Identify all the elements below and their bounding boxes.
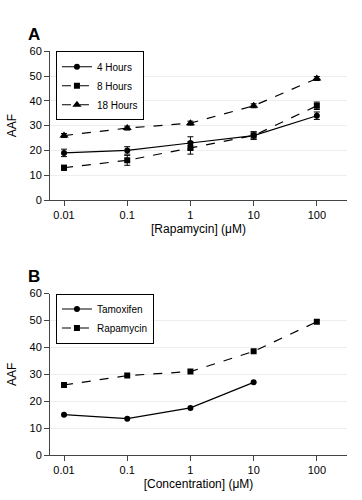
svg-text:10: 10: [30, 422, 42, 434]
svg-text:50: 50: [30, 70, 42, 82]
svg-text:40: 40: [30, 95, 42, 107]
svg-text:1: 1: [187, 464, 193, 476]
svg-text:10: 10: [248, 464, 260, 476]
svg-text:20: 20: [30, 395, 42, 407]
svg-text:0: 0: [36, 449, 42, 461]
svg-text:30: 30: [30, 119, 42, 131]
svg-text:A: A: [28, 25, 40, 44]
svg-text:10: 10: [248, 209, 260, 221]
svg-text:AAF: AAF: [5, 114, 19, 137]
svg-text:4 Hours: 4 Hours: [97, 62, 132, 73]
svg-text:0.01: 0.01: [53, 464, 74, 476]
svg-text:[Concentration] (μM): [Concentration] (μM): [144, 477, 254, 491]
svg-text:20: 20: [30, 144, 42, 156]
svg-text:60: 60: [30, 45, 42, 57]
svg-text:0.1: 0.1: [120, 209, 135, 221]
svg-text:60: 60: [30, 287, 42, 299]
svg-text:0.1: 0.1: [120, 464, 135, 476]
svg-text:10: 10: [30, 169, 42, 181]
svg-text:50: 50: [30, 314, 42, 326]
svg-text:40: 40: [30, 341, 42, 353]
svg-text:30: 30: [30, 368, 42, 380]
svg-text:100: 100: [308, 464, 326, 476]
svg-text:100: 100: [308, 209, 326, 221]
svg-text:AAF: AAF: [5, 363, 19, 386]
svg-text:Tamoxifen: Tamoxifen: [97, 304, 143, 315]
svg-text:1: 1: [187, 209, 193, 221]
svg-text:[Rapamycin] (μM): [Rapamycin] (μM): [151, 222, 246, 236]
svg-text:Rapamycin: Rapamycin: [97, 323, 147, 334]
svg-text:0.01: 0.01: [53, 209, 74, 221]
svg-text:8 Hours: 8 Hours: [97, 81, 132, 92]
svg-text:18 Hours: 18 Hours: [97, 100, 138, 111]
svg-text:0: 0: [36, 194, 42, 206]
svg-text:B: B: [28, 267, 40, 286]
